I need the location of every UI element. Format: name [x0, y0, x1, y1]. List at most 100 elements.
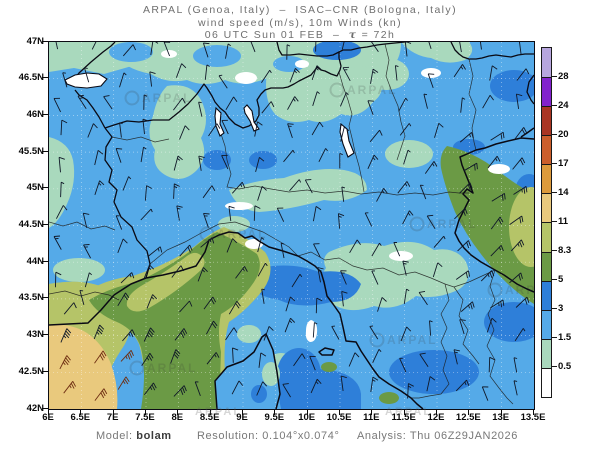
colorbar-tick [552, 162, 557, 164]
wind-barb [218, 74, 228, 89]
wind-barb [221, 119, 229, 135]
lon-label: 10.5E [326, 412, 352, 423]
colorbar-tick [552, 279, 557, 281]
wind-barb [340, 126, 350, 142]
wind-barb [293, 353, 306, 367]
wind-barb [228, 205, 235, 222]
wind-barb [311, 121, 324, 136]
colorbar-tick-label: 14 [558, 186, 569, 198]
lon-label: 13E [492, 412, 510, 423]
wind-barb [257, 185, 267, 201]
lat-label: 46N [26, 108, 44, 120]
wind-barb [514, 328, 526, 342]
wind-barb [369, 129, 383, 143]
wind-barb [197, 267, 208, 282]
wind-barb [393, 241, 401, 257]
wind-barb [231, 380, 244, 395]
resolution-info: Resolution: 0.104°x0.074° [197, 430, 340, 442]
colorbar-tick [552, 366, 557, 368]
wind-barb [94, 388, 108, 401]
wind-barb [372, 349, 382, 364]
colorbar-segment [542, 135, 551, 165]
wind-barb [432, 262, 443, 278]
wind-barb [311, 65, 322, 81]
wind-barb [377, 297, 387, 312]
lat-label: 44N [26, 255, 44, 267]
wind-barb [143, 94, 148, 110]
wind-barb [489, 65, 498, 81]
wind-barb [513, 357, 518, 373]
lat-label: 43.5N [18, 292, 44, 304]
wind-barb [93, 324, 105, 340]
wind-barb [341, 186, 346, 202]
tau-symbol: τ [348, 29, 358, 41]
wind-barb [453, 64, 466, 78]
arpal-watermark: ARPAL [329, 82, 397, 98]
wind-barb [404, 42, 412, 57]
wind-barb [257, 237, 265, 253]
wind-barb [481, 386, 489, 401]
wind-barb [53, 235, 62, 250]
wind-barb [482, 94, 494, 109]
colorbar-segment [542, 48, 551, 78]
wind-barb [280, 242, 285, 259]
wind-barb [367, 154, 379, 169]
wind-barb [463, 162, 478, 172]
wind-barb [339, 152, 343, 169]
svg-text:ARPAL: ARPAL [147, 361, 197, 375]
wind-barb [258, 352, 267, 368]
svg-text:ARPAL: ARPAL [505, 283, 534, 297]
wind-barb [221, 154, 229, 170]
arpal-watermark: ARPAL [487, 282, 534, 298]
chart-title-block: ARPAL (Genoa, Italy) – ISAC–CNR (Bologna… [0, 4, 600, 42]
wind-barb [287, 123, 294, 139]
colorbar-tick-label: 20 [558, 128, 569, 140]
wind-barb [455, 379, 470, 392]
colorbar-segment [542, 309, 551, 339]
wind-barb [179, 300, 193, 313]
wind-barb [140, 208, 153, 221]
model-name: bolam [136, 430, 172, 442]
wind-barb [94, 350, 107, 364]
wind-barb [59, 355, 71, 370]
wind-barb [284, 317, 296, 333]
wind-barb [394, 65, 399, 81]
wind-barb [144, 185, 153, 201]
wind-barb [369, 325, 379, 340]
colorbar-tick-label: 8.3 [558, 245, 572, 257]
lon-label: 9E [236, 412, 248, 423]
map-plot-area: ARPAL ARPAL ARPAL ARPAL ARPAL ARPAL ARPAL [48, 41, 535, 410]
wind-barb [289, 179, 302, 192]
wind-barb [263, 326, 274, 341]
wind-barb [122, 176, 132, 191]
wind-barb [62, 72, 68, 88]
lat-label: 46.5N [18, 72, 44, 84]
wind-barb [84, 67, 90, 83]
lat-label: 45N [26, 182, 44, 194]
wind-barb [176, 205, 183, 221]
lat-tick [42, 260, 48, 262]
colorbar-segment [542, 280, 551, 310]
wind-barb [370, 376, 379, 393]
colorbar-segment [542, 164, 551, 194]
lon-tick [48, 409, 49, 415]
wind-barb [119, 72, 127, 88]
wind-barb [194, 381, 201, 397]
wind-barb [515, 296, 530, 308]
wind-barb [149, 71, 156, 87]
lon-label: 12E [427, 412, 445, 423]
svg-text:ARPAL: ARPAL [347, 83, 397, 97]
wind-barb [434, 122, 444, 138]
lon-tick [112, 409, 114, 415]
colorbar-tick [552, 337, 557, 339]
model-info: Model: bolam [96, 430, 172, 442]
wind-barb [309, 355, 316, 371]
wind-barb [77, 94, 87, 110]
lon-label: 10E [298, 412, 316, 423]
wind-barb [282, 383, 291, 398]
colorbar-tick-label: 17 [558, 157, 569, 169]
wind-barb [225, 327, 238, 341]
colorbar-tick [552, 250, 557, 252]
wind-barb [232, 347, 239, 363]
wind-barb [60, 181, 65, 198]
